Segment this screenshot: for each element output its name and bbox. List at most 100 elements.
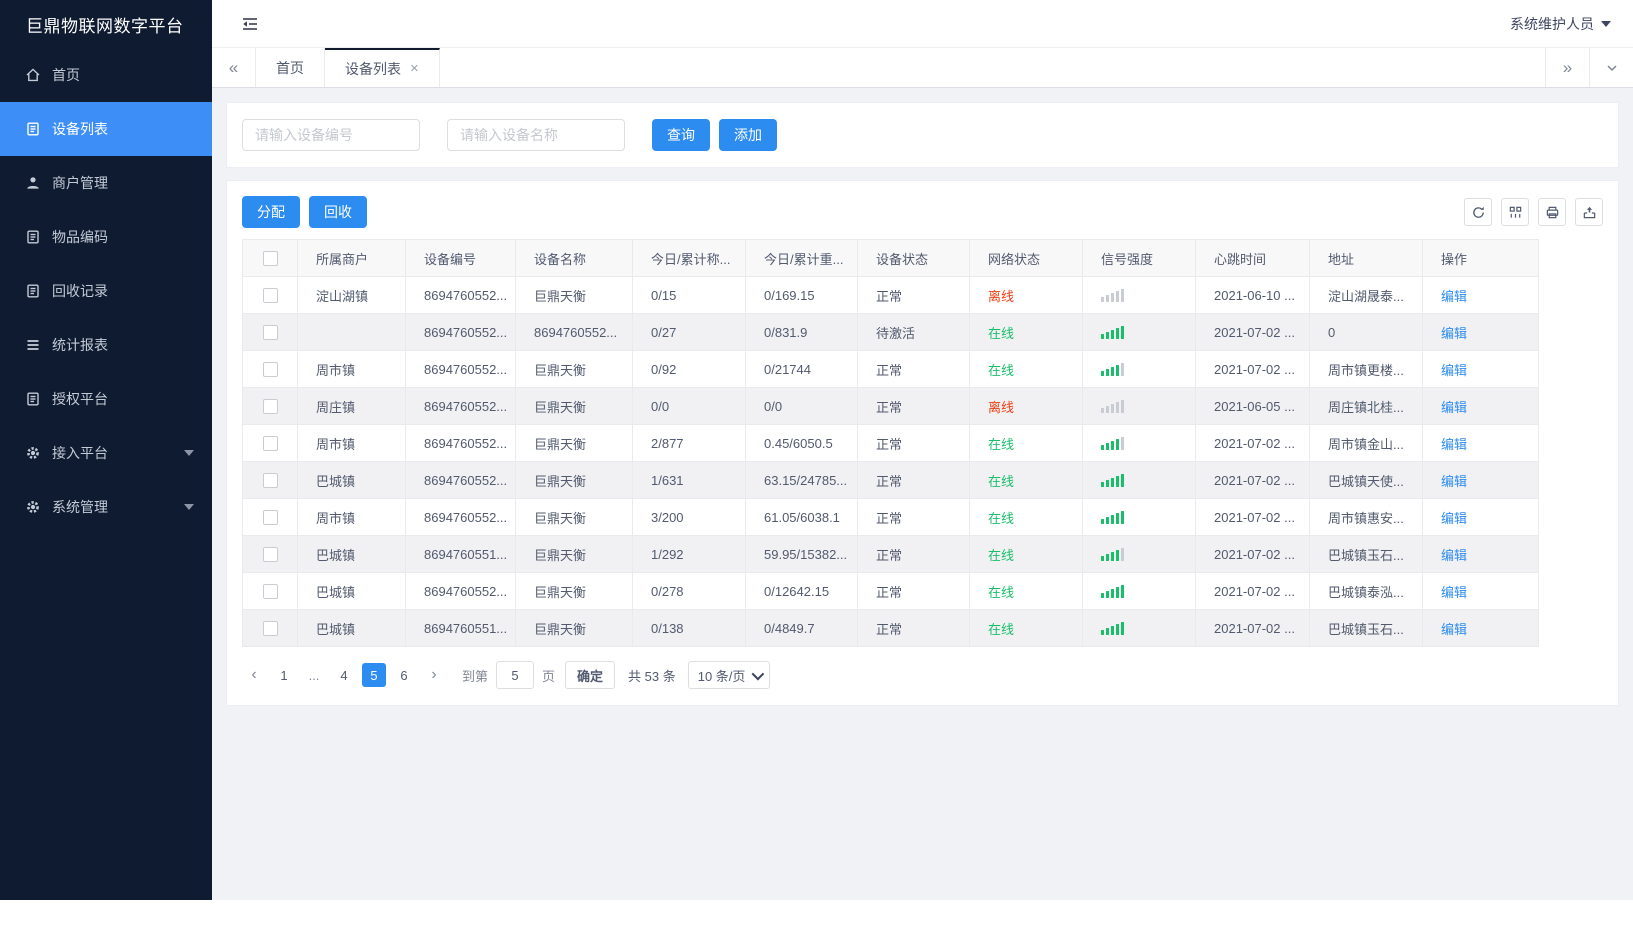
goto-page-input[interactable] xyxy=(496,661,535,689)
edit-link[interactable]: 编辑 xyxy=(1441,584,1468,600)
network-status-cell: 在线 xyxy=(969,535,1083,573)
table-row: 8694760552... 8694760552... 0/27 0/831.9 待激活… xyxy=(242,313,1539,351)
edit-link[interactable]: 编辑 xyxy=(1441,399,1468,415)
row-select-cell xyxy=(242,461,298,499)
assign-button[interactable]: 分配 xyxy=(242,196,300,228)
action-cell: 编辑 xyxy=(1422,572,1539,610)
recycle-button[interactable]: 回收 xyxy=(309,196,367,228)
next-page-icon[interactable]: › xyxy=(431,666,437,683)
edit-link[interactable]: 编辑 xyxy=(1441,621,1468,637)
sidebar-item-1[interactable]: 首页 xyxy=(0,48,212,102)
device-table: 所属商户 设备编号 设备名称 今日/累计称... 今日/累计重... 设备状态 网络状态 信号… xyxy=(242,239,1539,647)
export-button[interactable] xyxy=(1575,198,1603,226)
action-cell: 编辑 xyxy=(1422,387,1539,425)
sidebar-item-9[interactable]: 系统管理 xyxy=(0,480,212,534)
row-checkbox[interactable] xyxy=(262,325,278,341)
scroll-tabs-left-icon[interactable]: « xyxy=(212,48,256,87)
print-icon xyxy=(1545,205,1560,220)
heartbeat-cell: 2021-07-02 ... xyxy=(1195,313,1310,351)
sidebar-item-7[interactable]: 授权平台 xyxy=(0,372,212,426)
user-name: 系统维护人员 xyxy=(1510,15,1594,32)
row-checkbox[interactable] xyxy=(262,399,278,415)
edit-link[interactable]: 编辑 xyxy=(1441,547,1468,563)
table-row: 周市镇 8694760552... 巨鼎天衡 2/877 0.45/6050.5 正常 在线… xyxy=(242,424,1539,462)
sidebar-item-3[interactable]: 商户管理 xyxy=(0,156,212,210)
heartbeat-cell: 2021-07-02 ... xyxy=(1195,424,1310,462)
edit-link[interactable]: 编辑 xyxy=(1441,325,1468,341)
prev-page-icon[interactable]: ‹ xyxy=(251,666,257,683)
signal-cell xyxy=(1082,572,1196,610)
add-button[interactable]: 添加 xyxy=(719,119,777,151)
device-table-panel: 分配 回收 所属商户 设备编号 设备名称 今日/累计称... 今日/累计重... 设备状态… xyxy=(226,180,1619,706)
tabbar: « 首页 设备列表 × » xyxy=(212,48,1633,88)
page-button-5[interactable]: 5 xyxy=(362,663,386,687)
device-no-input[interactable] xyxy=(242,119,420,151)
heartbeat-cell: 2021-07-02 ... xyxy=(1195,461,1310,499)
today-weight-cell: 63.15/24785... xyxy=(745,461,858,499)
row-checkbox[interactable] xyxy=(262,584,278,600)
close-icon[interactable]: × xyxy=(410,60,419,77)
columns-button[interactable] xyxy=(1501,198,1529,226)
signal-cell xyxy=(1082,424,1196,462)
query-button[interactable]: 查询 xyxy=(652,119,710,151)
address-cell: 淀山湖晟泰... xyxy=(1309,276,1423,314)
device-no-cell: 8694760552... xyxy=(405,313,516,351)
row-checkbox[interactable] xyxy=(262,547,278,563)
row-checkbox[interactable] xyxy=(262,288,278,304)
tabs-menu-icon[interactable] xyxy=(1589,48,1633,87)
device-name-cell: 巨鼎天衡 xyxy=(515,609,633,647)
today-count-cell: 0/0 xyxy=(632,387,746,425)
sidebar-item-8[interactable]: 接入平台 xyxy=(0,426,212,480)
device-no-cell: 8694760552... xyxy=(405,350,516,388)
column-header-10: 地址 xyxy=(1309,239,1423,277)
tab-2[interactable]: 设备列表 × xyxy=(325,48,440,87)
scroll-tabs-right-icon[interactable]: » xyxy=(1545,48,1589,87)
page-button-6[interactable]: 6 xyxy=(400,667,408,683)
column-header-7: 网络状态 xyxy=(969,239,1083,277)
today-weight-cell: 0/831.9 xyxy=(745,313,858,351)
network-status-cell: 在线 xyxy=(969,498,1083,536)
edit-link[interactable]: 编辑 xyxy=(1441,436,1468,452)
table-row: 周庄镇 8694760552... 巨鼎天衡 0/0 0/0 正常 离线 2021-06-05… xyxy=(242,387,1539,425)
row-checkbox[interactable] xyxy=(262,436,278,452)
confirm-button[interactable]: 确定 xyxy=(565,661,616,689)
network-status-badge: 在线 xyxy=(988,325,1015,341)
sidebar-item-5[interactable]: 回收记录 xyxy=(0,264,212,318)
page-size-select[interactable]: 10 条/页 xyxy=(687,661,771,689)
signal-cell xyxy=(1082,387,1196,425)
address-cell: 巴城镇泰泓... xyxy=(1309,572,1423,610)
edit-link[interactable]: 编辑 xyxy=(1441,510,1468,526)
page-button-4[interactable]: 4 xyxy=(340,667,348,683)
device-no-cell: 8694760551... xyxy=(405,535,516,573)
row-checkbox[interactable] xyxy=(262,473,278,489)
edit-link[interactable]: 编辑 xyxy=(1441,362,1468,378)
row-checkbox[interactable] xyxy=(262,362,278,378)
address-cell: 周市镇更楼... xyxy=(1309,350,1423,388)
network-status-cell: 离线 xyxy=(969,387,1083,425)
user-menu[interactable]: 系统维护人员 xyxy=(1510,14,1611,34)
clipboard-icon xyxy=(25,283,41,299)
network-status-cell: 在线 xyxy=(969,350,1083,388)
signal-strength-icon xyxy=(1101,547,1189,561)
sidebar-item-2[interactable]: 设备列表 xyxy=(0,102,212,156)
edit-link[interactable]: 编辑 xyxy=(1441,288,1468,304)
page-button-1[interactable]: 1 xyxy=(280,667,288,683)
collapse-sidebar-icon[interactable] xyxy=(240,13,262,35)
select-all-checkbox[interactable] xyxy=(262,251,278,267)
row-checkbox[interactable] xyxy=(262,621,278,637)
page-numbers: 1... 4 5 6 xyxy=(272,663,422,687)
gear-icon xyxy=(25,499,41,515)
refresh-button[interactable] xyxy=(1464,198,1492,226)
sidebar-item-6[interactable]: 统计报表 xyxy=(0,318,212,372)
today-count-cell: 1/631 xyxy=(632,461,746,499)
sidebar-item-4[interactable]: 物品编码 xyxy=(0,210,212,264)
merchant-cell: 周市镇 xyxy=(297,424,406,462)
row-select-cell xyxy=(242,350,298,388)
print-button[interactable] xyxy=(1538,198,1566,226)
edit-link[interactable]: 编辑 xyxy=(1441,473,1468,489)
device-no-cell: 8694760552... xyxy=(405,498,516,536)
row-checkbox[interactable] xyxy=(262,510,278,526)
device-name-input[interactable] xyxy=(447,119,625,151)
heartbeat-cell: 2021-07-02 ... xyxy=(1195,572,1310,610)
tab-1[interactable]: 首页 xyxy=(256,48,325,87)
